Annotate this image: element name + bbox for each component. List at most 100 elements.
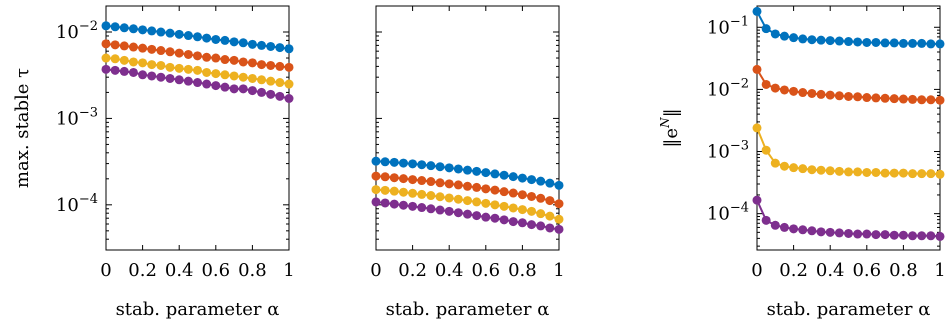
chart-2-series-1-point [444,163,454,173]
chart-3-series-4-point [798,225,808,235]
chart-3-series-4-point [871,230,881,240]
chart-1-series-2-point [119,41,129,51]
chart-3-series-3-point [825,166,835,176]
chart-2-series-3-point [444,193,454,203]
chart-2-series-4-point [371,197,381,207]
chart-3-series-3-point [853,167,863,177]
chart-3-series-3-point [871,167,881,177]
chart-3-series-1-point [798,34,808,44]
chart-1-series-1-point [128,24,138,34]
chart-3-x-tick-label: 0.6 [852,260,881,281]
chart-2-series-3-point [517,205,527,215]
chart-3-series-4-point [862,229,872,239]
chart-3-series-2-point [789,86,799,96]
chart-1-series-2-point [238,57,248,67]
chart-2-series-4-point [499,215,509,225]
chart-1-series-2-point [147,44,157,54]
chart-2-series-4-point [453,208,463,218]
chart-2-series-4-point [527,220,537,230]
chart-1-series-4-point [238,84,248,94]
chart-1-series-2-point [257,60,267,70]
chart-2-series-4-point [426,204,436,214]
chart-1-series-3-point [101,53,111,63]
chart-2-series-4-point [389,199,399,209]
chart-3-series-3-point [761,145,771,155]
chart-2-series-1-point [426,161,436,171]
chart-3-series-2-point [798,88,808,98]
chart-3-series-4-point [908,231,918,241]
chart-1-series-1-point [119,23,129,33]
chart-2-series-3-point [380,185,390,195]
chart-3-x-tick-label: 0 [751,260,762,281]
chart-2-series-1-point [435,162,445,172]
chart-1-series-2-point [220,55,230,65]
chart-1-series-2-point [193,51,202,61]
chart-2-series-1-point [380,157,390,167]
chart-1-x-tick-label: 0.8 [238,260,267,281]
chart-3-series-2-point [752,64,762,74]
chart-2-series-4-point [463,209,472,219]
chart-1-series-4-point [156,72,166,82]
chart-3-series-1-point [816,35,826,45]
chart-1-series-1-point [110,22,120,32]
chart-1-series-2-point [128,42,138,52]
chart-1-series-3-point [266,76,276,86]
chart-3-series-2-point [853,92,863,102]
chart-3-series-3-point [917,169,927,179]
chart-2-series-4-point [517,218,527,228]
chart-2-series-3-point [481,198,491,208]
chart-2-series-4-point [398,200,408,210]
chart-3-series-1-point [752,6,762,16]
chart-3-series-2-point [926,95,936,105]
chart-2-series-1-point [389,157,399,167]
chart-2-x-tick-label: 0.8 [508,260,537,281]
chart-2-x-axis-label: stab. parameter α [386,299,550,320]
chart-1-series-2-point [110,40,120,50]
chart-2-series-3-point [389,186,399,196]
chart-1-series-3-point [211,69,221,79]
chart-1-series-2-point [266,60,276,70]
chart-1-series-1-point [183,31,193,41]
chart-1-x-tick-label: 0.2 [128,260,157,281]
chart-2-series-2-point [554,199,564,209]
chart-3-series-3-point [752,123,762,133]
chart-3-series-3-point [789,163,799,173]
chart-1-series-3-point [202,67,212,77]
chart-3-series-1-point [789,33,799,43]
chart-2-series-2-point [453,180,463,190]
chart-3-x-tick-label: 0.2 [779,260,808,281]
chart-1-y-axis-label: max. stable τ [12,68,33,188]
chart-3-series-4-point [789,224,799,234]
chart-1-series-3-point [174,63,184,73]
chart-3-series-2-point [779,85,789,95]
chart-1-series-1-point [174,29,184,39]
chart-2-series-2-point [545,196,555,206]
chart-3-series-3-point [779,161,789,171]
chart-2-series-3-point [408,188,418,198]
chart-3-x-tick-label: 1 [934,260,945,281]
chart-2-series-2-point [398,174,408,184]
chart-3-series-1-point [898,38,908,48]
chart-3-series-3-point [834,166,844,176]
chart-1-series-4-point [128,67,138,77]
chart-2-series-1-point [508,172,518,182]
chart-3-series-2-point [770,83,780,93]
chart-3-series-4-point [779,222,789,232]
chart-1-x-axis-label: stab. parameter α [116,299,280,320]
chart-2-x-tick-label: 1 [553,260,564,281]
chart-1-series-2-point [275,61,285,71]
chart-3-series-4-point [917,231,927,241]
chart-1-series-1-point [238,38,248,48]
chart-3-series-3-point [908,169,918,179]
chart-2-series-3-point [508,203,518,213]
chart-3-series-1-point [926,39,936,49]
chart-1-series-1-point [165,28,175,38]
chart-2-x-tick-label: 0.6 [471,260,500,281]
chart-1-series-2-point [174,48,184,58]
chart-3-series-1-point [935,39,945,49]
chart-1-series-4-point [165,73,175,83]
chart-1-series-2-point [138,43,148,53]
chart-1-series-1-point [101,21,111,31]
chart-1-series-1-point [229,37,239,47]
chart-3-series-2-point [844,91,853,101]
